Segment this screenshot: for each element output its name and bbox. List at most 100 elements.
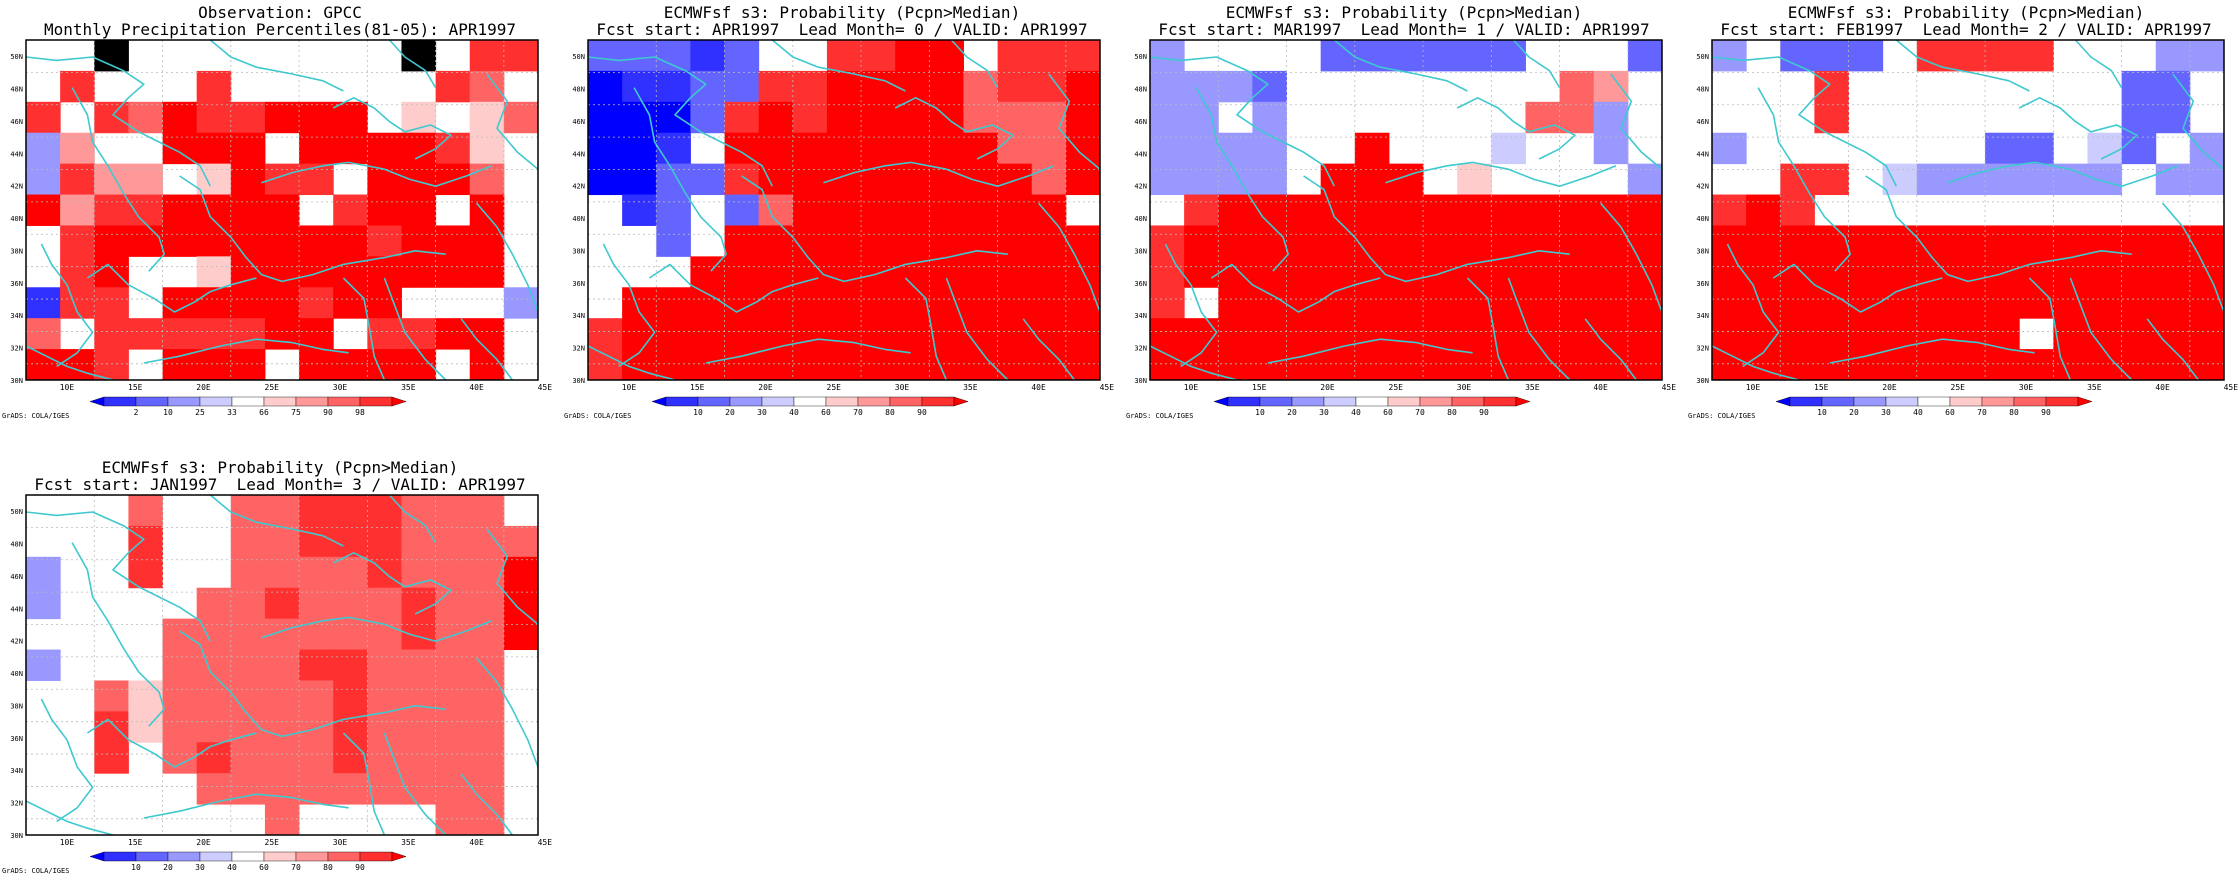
grid-cell (26, 287, 61, 319)
grid-cell (826, 101, 862, 134)
grid-cell (758, 256, 794, 288)
grid-cell (94, 742, 129, 774)
map-canvas: 10E 15E 20E 25E 30E 35E 40E 45E 30N 32N 34N 36N 38N 4… (2, 494, 552, 875)
grid-cell (94, 680, 129, 712)
grid-cell (588, 132, 623, 165)
grid-cell (2053, 349, 2088, 381)
grid-cell (929, 256, 964, 288)
grid-cell (503, 287, 539, 319)
grid-cell (1218, 194, 1253, 226)
grid-cell (435, 711, 471, 743)
coastline (1757, 87, 1851, 272)
colorbar-arrow-right (1515, 396, 1531, 407)
grid-cell (469, 804, 505, 836)
colorbar-label: 70 (853, 408, 863, 417)
grid-cell (792, 318, 828, 350)
grid-cell (1882, 349, 1918, 381)
grid-cell (1065, 40, 1101, 72)
coastline (1947, 161, 2179, 187)
grid-cell (2155, 287, 2191, 319)
grid-cell (861, 163, 896, 196)
grid-cell (2053, 163, 2088, 196)
colorbar-segment (729, 396, 763, 407)
grid-cell (230, 101, 266, 134)
colorbar-segment (327, 851, 361, 862)
grid-cell (758, 132, 794, 165)
lon-label: 20E (196, 383, 211, 392)
grid-cell (1388, 287, 1424, 319)
grid-cell (1746, 225, 1781, 257)
grid-cell (94, 711, 129, 743)
map-canvas: 10E 15E 20E 25E 30E 35E 40E 45E 30N 32N 34N 36N 38N 4… (2, 39, 552, 420)
grid-cell (1457, 40, 1492, 72)
grid-cell (724, 40, 760, 72)
grid-cell (1593, 287, 1629, 319)
grid-cell (758, 225, 794, 257)
coastline (2161, 202, 2225, 313)
grid-cell (1184, 101, 1219, 134)
lat-label: 40N (1696, 215, 1709, 223)
lon-label: 40E (1593, 383, 1608, 392)
grid-cell (1065, 225, 1101, 257)
grid-cell (2053, 256, 2088, 288)
grid-cell (367, 649, 402, 681)
grid-cell (1985, 132, 2020, 165)
grid-cell (162, 101, 198, 134)
coastline (1895, 39, 2030, 92)
grid-cell (1065, 318, 1101, 350)
grid-cell (1559, 194, 1595, 226)
grid-cell (2087, 132, 2123, 165)
colorbar-label: 90 (355, 863, 365, 872)
grid-cell (1286, 225, 1322, 257)
grid-cell (1218, 349, 1253, 381)
grid-cell (469, 40, 505, 72)
lat-label: 44N (10, 150, 23, 158)
grid-cell (469, 587, 505, 620)
grid-cell (997, 40, 1033, 72)
grid-cell (333, 525, 368, 558)
coastline (40, 243, 94, 368)
coastline (475, 202, 539, 313)
grid-cell (1286, 318, 1322, 350)
grid-cell (588, 70, 623, 103)
coastline (771, 39, 906, 92)
grid-cell (196, 680, 232, 712)
grid-cell (861, 40, 896, 72)
grid-cell (469, 618, 505, 651)
grid-cell (230, 649, 266, 681)
grid-cell (1712, 40, 1747, 72)
grid-cell (1559, 225, 1595, 257)
grid-cell (435, 742, 471, 774)
grid-cell (1780, 349, 1815, 381)
lon-label: 25E (265, 383, 280, 392)
grads-credit: GrADS: COLA/IGES (1126, 412, 1193, 420)
colorbar-segment (199, 851, 233, 862)
lat-label: 34N (10, 312, 23, 320)
grid-cell (622, 101, 657, 134)
grid-cell (94, 163, 129, 196)
lat-label: 50N (1134, 53, 1147, 61)
grid-cell (1627, 287, 1663, 319)
lon-label: 15E (690, 383, 705, 392)
map-frame (587, 39, 1101, 381)
colorbar-segment (793, 396, 827, 407)
grid-cell (2189, 318, 2225, 350)
colorbar-label: 10 (693, 408, 703, 417)
coastline (342, 732, 386, 836)
grid-cell (1252, 163, 1288, 196)
panel-title-line2: Fcst start: JAN1997 Lead Month= 3 / VALI… (34, 475, 526, 494)
grid-cell (299, 587, 334, 620)
grid-cell (401, 587, 437, 620)
grid-cell (367, 256, 402, 288)
coastline (1022, 318, 1076, 381)
lat-label: 38N (1696, 247, 1709, 255)
grid-cell (94, 256, 129, 288)
grid-cell (299, 132, 334, 165)
coastline (460, 773, 514, 836)
grid-cell (401, 711, 437, 743)
coastline (1466, 277, 1510, 381)
grid-cell (60, 287, 95, 319)
colorbar-label: 20 (1287, 408, 1297, 417)
colorbar-segment (1259, 396, 1293, 407)
lat-label: 30N (1696, 377, 1709, 385)
